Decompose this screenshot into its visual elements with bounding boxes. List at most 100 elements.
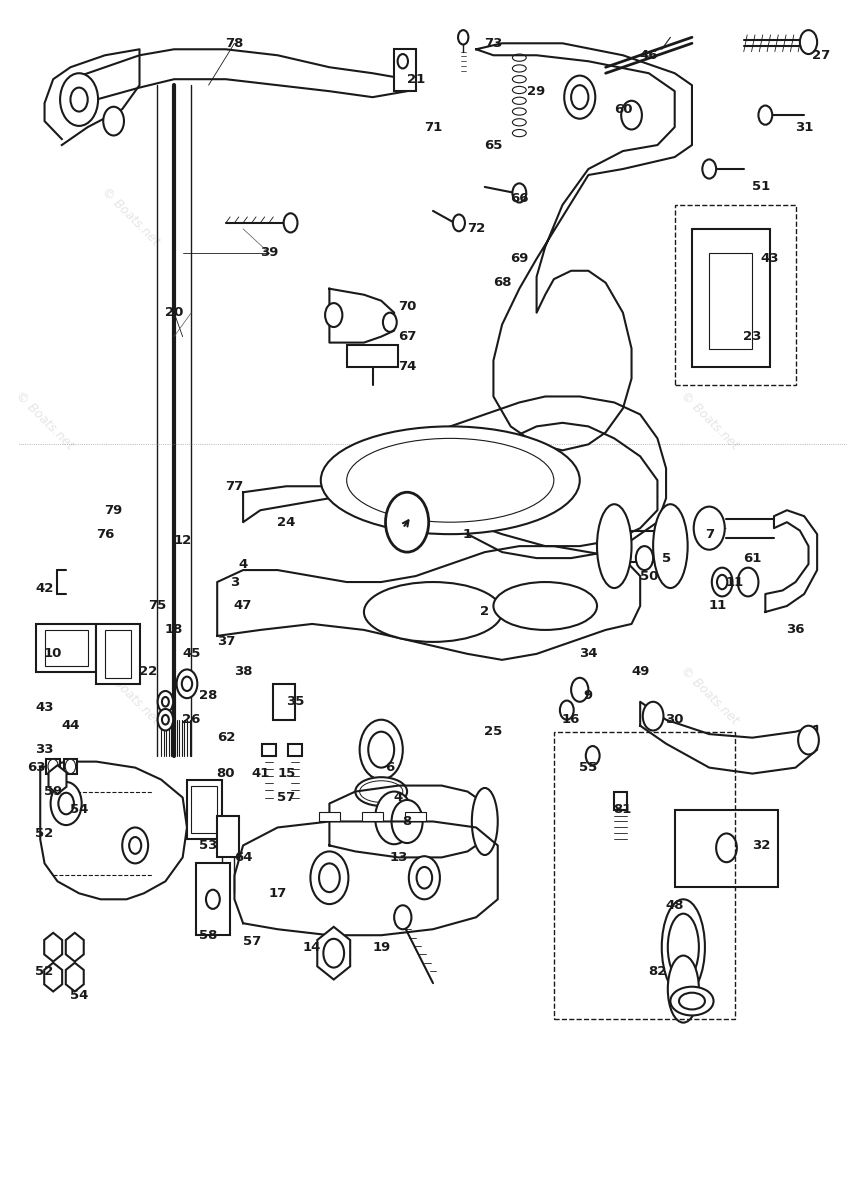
Circle shape bbox=[394, 905, 411, 929]
Ellipse shape bbox=[670, 986, 714, 1015]
Polygon shape bbox=[476, 43, 692, 450]
Text: 10: 10 bbox=[44, 647, 62, 660]
Circle shape bbox=[417, 866, 432, 888]
Text: 15: 15 bbox=[277, 767, 295, 780]
Text: 55: 55 bbox=[579, 761, 598, 774]
Polygon shape bbox=[44, 49, 139, 145]
Text: 51: 51 bbox=[752, 180, 770, 193]
Text: 62: 62 bbox=[216, 731, 235, 744]
Ellipse shape bbox=[668, 913, 699, 980]
Text: 72: 72 bbox=[467, 222, 485, 235]
Bar bbox=[44, 630, 87, 666]
Text: 23: 23 bbox=[743, 330, 761, 343]
Text: 73: 73 bbox=[484, 37, 502, 49]
Circle shape bbox=[800, 30, 818, 54]
Bar bbox=[36, 624, 96, 672]
Text: 45: 45 bbox=[182, 647, 201, 660]
Ellipse shape bbox=[662, 899, 705, 995]
Circle shape bbox=[284, 214, 298, 233]
Text: 34: 34 bbox=[579, 647, 598, 660]
Circle shape bbox=[759, 106, 772, 125]
Circle shape bbox=[565, 76, 595, 119]
Text: 14: 14 bbox=[303, 941, 321, 954]
Text: 48: 48 bbox=[665, 899, 684, 912]
Text: 53: 53 bbox=[199, 839, 217, 852]
Circle shape bbox=[621, 101, 642, 130]
Circle shape bbox=[798, 726, 819, 755]
Bar bbox=[405, 812, 426, 822]
Text: 11: 11 bbox=[726, 576, 744, 588]
Ellipse shape bbox=[513, 108, 527, 115]
Text: 25: 25 bbox=[484, 725, 502, 738]
Circle shape bbox=[585, 746, 599, 766]
Text: 58: 58 bbox=[199, 929, 217, 942]
Text: 30: 30 bbox=[665, 713, 684, 726]
Text: 17: 17 bbox=[268, 887, 287, 900]
Text: 36: 36 bbox=[786, 624, 805, 636]
Text: 52: 52 bbox=[36, 827, 54, 840]
Circle shape bbox=[158, 709, 173, 731]
Ellipse shape bbox=[679, 992, 705, 1009]
Ellipse shape bbox=[513, 86, 527, 94]
Bar bbox=[217, 816, 239, 858]
Ellipse shape bbox=[494, 582, 597, 630]
Text: 27: 27 bbox=[812, 49, 830, 61]
Text: 50: 50 bbox=[640, 570, 658, 582]
Text: 4: 4 bbox=[394, 791, 403, 804]
Text: 37: 37 bbox=[216, 636, 235, 648]
Text: 28: 28 bbox=[199, 689, 217, 702]
Text: 79: 79 bbox=[105, 504, 123, 517]
Text: 54: 54 bbox=[70, 803, 88, 816]
Polygon shape bbox=[329, 289, 394, 342]
Circle shape bbox=[65, 760, 75, 774]
Bar bbox=[675, 810, 779, 887]
Circle shape bbox=[716, 834, 737, 862]
Text: 57: 57 bbox=[277, 791, 295, 804]
Ellipse shape bbox=[320, 426, 579, 534]
Circle shape bbox=[738, 568, 759, 596]
Text: 74: 74 bbox=[397, 360, 417, 373]
Text: 82: 82 bbox=[649, 965, 667, 978]
Ellipse shape bbox=[597, 504, 631, 588]
Circle shape bbox=[103, 107, 124, 136]
Text: 41: 41 bbox=[251, 767, 269, 780]
Text: 57: 57 bbox=[242, 935, 261, 948]
Text: 18: 18 bbox=[165, 624, 184, 636]
Bar bbox=[554, 732, 735, 1019]
Ellipse shape bbox=[513, 76, 527, 83]
Text: 65: 65 bbox=[484, 138, 502, 151]
Circle shape bbox=[571, 85, 588, 109]
Polygon shape bbox=[766, 510, 818, 612]
Bar bbox=[692, 229, 770, 366]
Circle shape bbox=[694, 506, 725, 550]
Circle shape bbox=[375, 792, 413, 845]
Circle shape bbox=[458, 30, 469, 44]
Circle shape bbox=[58, 793, 74, 815]
Text: 59: 59 bbox=[44, 785, 62, 798]
Text: 54: 54 bbox=[70, 989, 88, 1002]
Text: © Boats.net: © Boats.net bbox=[100, 665, 163, 727]
Text: 46: 46 bbox=[640, 49, 658, 61]
Text: 35: 35 bbox=[286, 695, 304, 708]
Bar bbox=[709, 253, 753, 348]
Text: 5: 5 bbox=[662, 552, 670, 564]
Text: 32: 32 bbox=[752, 839, 770, 852]
Text: 47: 47 bbox=[234, 600, 252, 612]
Text: 77: 77 bbox=[225, 480, 243, 493]
Text: 21: 21 bbox=[407, 73, 425, 85]
Text: 69: 69 bbox=[510, 252, 528, 265]
Polygon shape bbox=[235, 822, 498, 935]
Circle shape bbox=[453, 215, 465, 232]
Text: 64: 64 bbox=[234, 851, 252, 864]
Bar bbox=[196, 863, 230, 935]
Ellipse shape bbox=[359, 781, 403, 803]
Ellipse shape bbox=[513, 65, 527, 72]
Circle shape bbox=[325, 304, 342, 328]
Bar bbox=[346, 344, 398, 366]
Text: 1: 1 bbox=[463, 528, 472, 541]
Text: 7: 7 bbox=[705, 528, 714, 541]
Text: 39: 39 bbox=[260, 246, 278, 259]
Ellipse shape bbox=[653, 504, 688, 588]
Text: 52: 52 bbox=[36, 965, 54, 978]
Text: 38: 38 bbox=[234, 665, 252, 678]
